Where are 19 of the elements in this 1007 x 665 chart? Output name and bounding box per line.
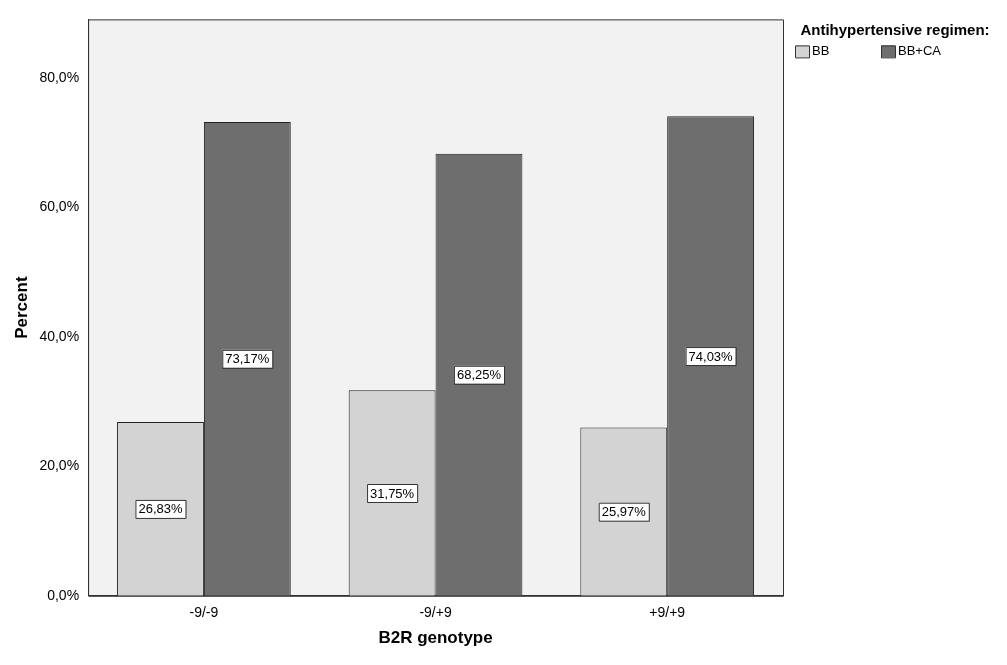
data-label: 68,25%	[456, 367, 502, 383]
data-label: 73,17%	[225, 351, 270, 367]
x-tick-label: -9/+9	[419, 604, 452, 621]
data-label: 26,83%	[138, 501, 183, 517]
data-label: 31,75%	[370, 485, 415, 501]
x-axis-title: B2R genotype	[378, 628, 493, 648]
y-tick-label: 40,0%	[39, 327, 80, 344]
data-label: 74,03%	[688, 348, 734, 364]
y-axis-title: Percent	[11, 276, 31, 339]
y-tick-label: 0,0%	[47, 586, 80, 603]
x-tick-label: +9/+9	[649, 604, 686, 621]
y-tick-label: 60,0%	[39, 198, 80, 215]
data-label: 25,97%	[601, 504, 647, 520]
legend-label: BB	[812, 42, 830, 58]
y-tick-label: 80,0%	[39, 68, 80, 85]
legend-title: Antihypertensive regimen:	[800, 21, 990, 39]
x-tick-label: -9/-9	[189, 604, 219, 621]
y-tick-label: 20,0%	[39, 457, 80, 474]
legend-label: BB+CA	[898, 42, 942, 58]
